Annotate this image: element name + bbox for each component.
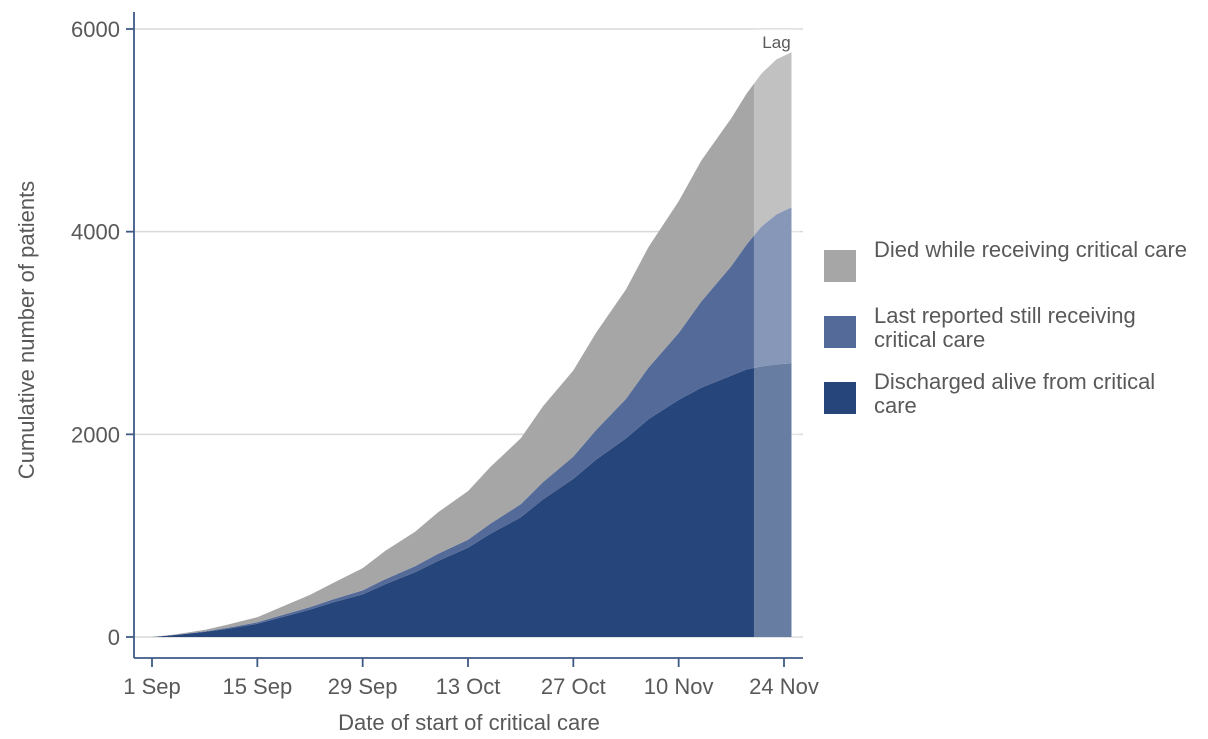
y-tick-label-1: 2000 <box>71 422 120 447</box>
legend-label-1: Last reported still receiving critical c… <box>874 303 1136 352</box>
legend-item-2: Discharged alive from critical care <box>824 370 1204 436</box>
x-tick-label-1: 15 Sep <box>222 674 292 699</box>
x-tick-label-3: 13 Oct <box>436 674 501 699</box>
legend-item-0: Died while receiving critical care <box>824 238 1204 304</box>
axes: 0 2000 4000 6000 1 Sep 15 Sep 29 Sep 13 Oct 27 O… <box>71 12 819 699</box>
y-axis-title: Cumulative number of patients <box>14 181 39 479</box>
legend-swatch-2 <box>824 382 856 414</box>
lag-region: Lag <box>753 29 800 637</box>
legend-swatch-1 <box>824 316 856 348</box>
y-tick-label-0: 0 <box>108 625 120 650</box>
stacked-areas <box>152 52 792 638</box>
area-series-0 <box>152 363 792 637</box>
x-tick-label-0: 1 Sep <box>123 674 181 699</box>
x-axis-title: Date of start of critical care <box>338 710 600 735</box>
lag-shade <box>753 29 800 637</box>
x-tick-label-5: 10 Nov <box>644 674 714 699</box>
area-series-2 <box>152 52 792 638</box>
x-tick-label-6: 24 Nov <box>749 674 819 699</box>
legend: Died while receiving critical care Last r… <box>824 238 1204 436</box>
lag-label: Lag <box>762 33 790 52</box>
legend-label-2: Discharged alive from critical care <box>874 369 1156 418</box>
legend-item-1: Last reported still receiving critical c… <box>824 304 1204 370</box>
legend-swatch-0 <box>824 250 856 282</box>
y-tick-label-2: 4000 <box>71 220 120 245</box>
y-tick-label-3: 6000 <box>71 17 120 42</box>
legend-label-0: Died while receiving critical care <box>874 237 1188 262</box>
x-tick-label-2: 29 Sep <box>328 674 398 699</box>
x-tick-label-4: 27 Oct <box>541 674 606 699</box>
